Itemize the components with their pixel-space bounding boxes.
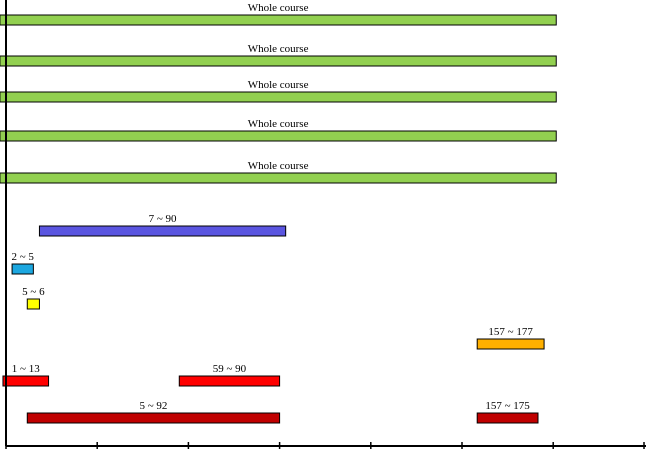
labels-layer: Whole course Whole course Whole course Whol… (11, 2, 533, 412)
bar-0 (0, 14, 557, 26)
axes-layer (5, 0, 646, 449)
bar-11 (26, 412, 281, 424)
bar-label-3: Whole course (248, 118, 309, 130)
bar-5 (38, 225, 287, 237)
bar-1 (0, 55, 557, 67)
bar-2 (0, 91, 557, 103)
bar-label-8: 157 ~ 177 (488, 326, 533, 338)
bar-9 (2, 375, 50, 387)
bar-3 (0, 130, 557, 142)
bar-6 (11, 263, 34, 275)
bar-label-7: 5 ~ 6 (22, 286, 45, 298)
bar-label-12: 157 ~ 175 (485, 400, 530, 412)
bar-label-5: 7 ~ 90 (149, 213, 177, 225)
bar-12 (476, 412, 539, 424)
bar-7 (26, 298, 40, 310)
bar-label-1: Whole course (248, 43, 309, 55)
bar-8 (476, 338, 545, 350)
bar-label-10: 59 ~ 90 (213, 363, 247, 375)
bar-label-6: 2 ~ 5 (11, 251, 34, 263)
bar-label-0: Whole course (248, 2, 309, 14)
bar-label-9: 1 ~ 13 (12, 363, 40, 375)
bar-4 (0, 172, 557, 184)
bar-label-11: 5 ~ 92 (139, 400, 167, 412)
bar-label-2: Whole course (248, 79, 309, 91)
bar-label-4: Whole course (248, 160, 309, 172)
bars-layer (0, 14, 557, 424)
bar-10 (178, 375, 281, 387)
